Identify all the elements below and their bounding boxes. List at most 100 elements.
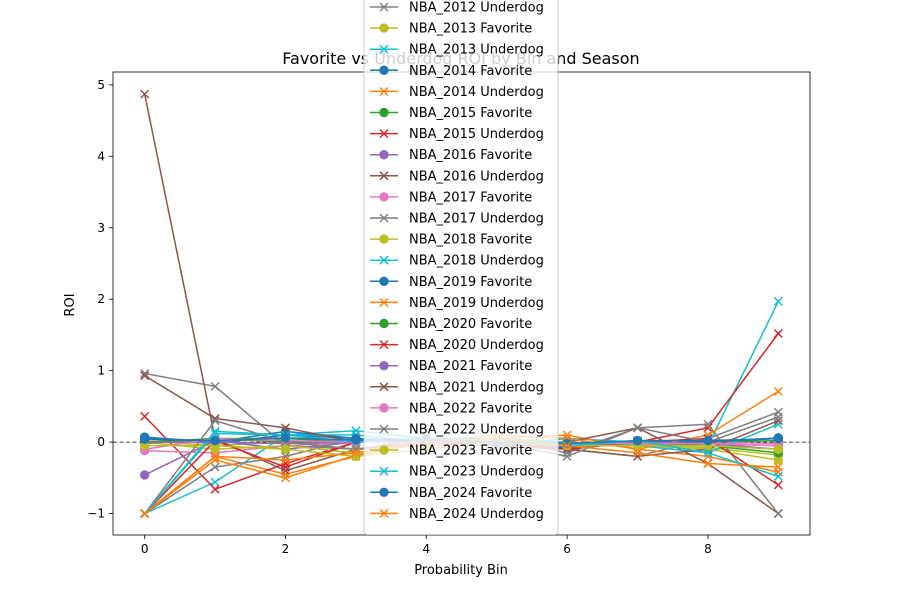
legend-swatch-marker-10 bbox=[379, 213, 389, 223]
legend-swatch-marker-12 bbox=[379, 255, 389, 265]
series-7-point-0 bbox=[139, 470, 150, 480]
series-20-point-7-stroke-b bbox=[632, 423, 643, 433]
legend-entry-14: NBA_2019 Underdog bbox=[370, 296, 544, 311]
series-10-point-2-stroke-b bbox=[280, 451, 291, 461]
series-20-point-9 bbox=[773, 412, 783, 422]
series-16-point-9-stroke-b bbox=[773, 480, 783, 490]
legend-entry-17: NBA_2021 Favorite bbox=[370, 359, 532, 374]
legend-swatch-marker-11 bbox=[379, 234, 389, 244]
plot-area: 0 2 4 6 8 −1 0 1 2 3 4 5 bbox=[87, 71, 811, 556]
legend-swatch-marker-16-stroke-b bbox=[379, 340, 389, 350]
legend-swatch-marker-24 bbox=[379, 508, 389, 518]
legend-swatch-marker-10-stroke-b bbox=[379, 213, 389, 223]
series-14-point-1 bbox=[210, 455, 220, 465]
series-24-point-3-stroke-b bbox=[351, 448, 361, 458]
legend-entry-13: NBA_2019 Favorite bbox=[370, 275, 532, 290]
series-10-point-8-stroke-b bbox=[703, 419, 713, 429]
legend-label-14: NBA_2019 Underdog bbox=[409, 296, 544, 311]
series-8-point-0-stroke-b bbox=[140, 89, 150, 99]
legend-entry-6: NBA_2015 Underdog bbox=[370, 127, 544, 142]
series-14-point-2 bbox=[280, 473, 291, 483]
series-2-point-9-stroke-b bbox=[773, 296, 783, 306]
series-10-point-1 bbox=[210, 462, 220, 472]
y-tick-label-2: 1 bbox=[97, 364, 105, 378]
series-8-point-2-stroke-b bbox=[280, 466, 291, 476]
series-23-point-3 bbox=[351, 435, 361, 445]
series-24-point-7 bbox=[632, 448, 643, 458]
series-0-point-0-stroke-b bbox=[140, 368, 150, 379]
series-24-point-8 bbox=[703, 459, 713, 469]
x-tick-label-4: 8 bbox=[704, 542, 712, 556]
series-24-point-6 bbox=[562, 441, 572, 451]
y-tick-label-6: 5 bbox=[97, 78, 105, 92]
series-14-point-2-stroke-b bbox=[280, 473, 291, 483]
series-24-point-2-stroke-b bbox=[280, 455, 291, 465]
series-18-point-0-stroke-b bbox=[140, 371, 150, 381]
series-20-point-3-stroke-b bbox=[351, 444, 361, 454]
series-10-point-8 bbox=[703, 419, 713, 429]
y-tick-label-1: 0 bbox=[97, 435, 105, 449]
legend-label-19: NBA_2022 Favorite bbox=[409, 401, 532, 416]
legend-swatch-marker-20-stroke-b bbox=[379, 424, 389, 434]
series-6-point-8-stroke-b bbox=[703, 423, 713, 433]
series-6-point-1-stroke-b bbox=[210, 484, 220, 494]
legend-entry-15: NBA_2020 Favorite bbox=[370, 317, 532, 332]
series-6-point-8 bbox=[703, 423, 713, 433]
legend-swatch-marker-2-stroke-b bbox=[379, 44, 389, 54]
legend-label-22: NBA_2023 Underdog bbox=[409, 465, 544, 480]
y-tick-label-0: −1 bbox=[87, 507, 105, 521]
legend-box bbox=[363, 0, 559, 535]
series-10-point-1-stroke-b bbox=[210, 462, 220, 472]
series-18-point-2 bbox=[280, 423, 291, 433]
series-24-point-6-stroke-b bbox=[562, 441, 572, 451]
legend-label-2: NBA_2013 Underdog bbox=[409, 43, 544, 58]
legend-swatch-marker-22-stroke-b bbox=[379, 466, 389, 476]
series-14-point-9-stroke-b bbox=[773, 386, 783, 396]
legend-swatch-marker-16 bbox=[379, 340, 389, 350]
y-tick-label-4: 3 bbox=[97, 221, 105, 235]
y-tick-label-5: 4 bbox=[97, 149, 105, 163]
legend-label-21: NBA_2023 Favorite bbox=[409, 444, 532, 459]
series-24-point-3 bbox=[351, 448, 361, 458]
series-16-point-9 bbox=[773, 480, 783, 490]
legend-swatch-marker-18 bbox=[379, 382, 389, 392]
series-0-point-1-stroke-b bbox=[210, 381, 220, 391]
series-23-point-8 bbox=[703, 435, 713, 446]
series-16-point-2-stroke-b bbox=[280, 462, 291, 472]
legend-swatch-marker-9 bbox=[379, 192, 389, 202]
series-22-point-9 bbox=[773, 471, 783, 481]
series-2-point-9 bbox=[773, 296, 783, 306]
x-tick-label-0: 0 bbox=[141, 542, 149, 556]
series-20-point-1 bbox=[210, 416, 220, 426]
series-8-point-0 bbox=[140, 89, 150, 99]
legend-swatch-marker-7 bbox=[379, 150, 389, 160]
legend-entry-16: NBA_2020 Underdog bbox=[370, 338, 544, 353]
series-21-point-2 bbox=[280, 444, 291, 454]
legend-swatch-marker-23 bbox=[379, 487, 389, 497]
legend-label-24: NBA_2024 Underdog bbox=[409, 507, 544, 522]
legend-label-10: NBA_2017 Underdog bbox=[409, 212, 544, 227]
legend-entry-20: NBA_2022 Underdog bbox=[370, 423, 544, 438]
legend-label-1: NBA_2013 Favorite bbox=[409, 22, 532, 37]
series-22-point-8 bbox=[703, 448, 713, 458]
series-6-point-1 bbox=[210, 484, 220, 494]
legend-swatch-marker-12-stroke-b bbox=[379, 255, 389, 265]
series-0-point-0 bbox=[140, 368, 150, 379]
series-14-point-9 bbox=[773, 386, 783, 396]
series-4-point-6 bbox=[562, 430, 572, 440]
series-6-point-9-stroke-b bbox=[773, 328, 783, 339]
series-8-point-2 bbox=[280, 466, 291, 476]
legend-swatch-marker-14-stroke-b bbox=[379, 297, 389, 307]
legend-swatch-marker-24-stroke-b bbox=[379, 508, 389, 518]
legend-swatch-marker-3 bbox=[379, 65, 389, 76]
legend-entry-24: NBA_2024 Underdog bbox=[370, 507, 544, 522]
series-18-point-9-stroke-b bbox=[773, 416, 783, 426]
series-10-point-9-stroke-b bbox=[773, 509, 783, 519]
legend-label-6: NBA_2015 Underdog bbox=[409, 127, 544, 142]
legend-swatch-marker-0-stroke-b bbox=[379, 2, 389, 12]
legend-label-12: NBA_2018 Underdog bbox=[409, 254, 544, 269]
legend-label-15: NBA_2020 Favorite bbox=[409, 317, 532, 332]
legend-swatch-marker-22 bbox=[379, 466, 389, 476]
legend-swatch-marker-15 bbox=[379, 318, 389, 329]
